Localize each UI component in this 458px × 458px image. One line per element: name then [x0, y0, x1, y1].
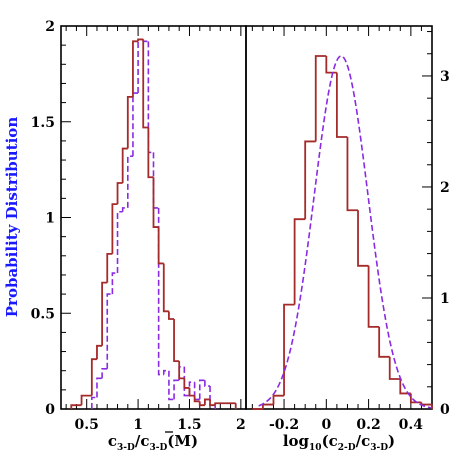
left-solid-bar [101, 281, 108, 346]
xlabel-open: (c [322, 432, 338, 450]
left-solid-bar [106, 252, 113, 283]
right-solid-bar [399, 379, 411, 395]
left-dashed-bar [198, 379, 205, 400]
xlabel-c: c [108, 432, 117, 450]
left-dashed-bar [168, 370, 175, 401]
left-solid-bar [147, 127, 154, 179]
left-solid-bar [126, 95, 133, 149]
xlabel-log: log [283, 432, 310, 450]
left-x-tick-label: 0.5 [75, 417, 99, 433]
left-dashed-bar [127, 155, 133, 208]
left-x-tick-label: 2 [236, 417, 246, 433]
left-solid-bar [162, 263, 169, 313]
right-solid-bar [388, 356, 401, 380]
right-ticks [251, 26, 432, 410]
xlabel-sub-2d: 2-D [338, 443, 356, 453]
left-x-tick-label: 1.5 [177, 417, 201, 433]
right-solid-bar [378, 326, 390, 358]
right-solid-bar [304, 140, 316, 220]
left-solid-bar [142, 39, 149, 129]
xlabel-close: ) [388, 432, 395, 450]
right-x-axis-title: log10(c2-D/c3-D) [283, 432, 395, 453]
left-dashed-bar [193, 382, 200, 401]
left-dashed-bar [106, 293, 113, 369]
left-solid-bar [111, 203, 118, 254]
left-dashed-bar [116, 210, 123, 274]
xlabel-slash: / [135, 432, 141, 450]
right-solid-bar [314, 55, 327, 142]
right-solid-bar [272, 394, 285, 405]
right-solid-bar [283, 303, 295, 396]
right-solid-bar [335, 72, 348, 138]
left-solid-bar [173, 318, 180, 363]
right-solid-bar [346, 137, 359, 212]
right-solid-bar [357, 210, 369, 267]
left-y-tick-label: 0.5 [31, 306, 55, 322]
left-solid-bar [193, 395, 200, 403]
left-dashed-bar [121, 207, 128, 212]
left-ticks [61, 25, 242, 410]
right-x-tick-label: 0 [321, 417, 331, 433]
left-solid-bar [203, 398, 211, 406]
left-solid-bar [80, 394, 92, 406]
xlabel-cbar: c [140, 432, 149, 450]
right-x-tick-label: -0.2 [269, 417, 299, 433]
right-plot-frame [245, 25, 433, 410]
left-dashed-bar [96, 377, 103, 398]
right-solid-bar [420, 402, 432, 406]
xlabel-sub-3d: 3-D [370, 443, 388, 453]
left-solid-bar [214, 402, 226, 406]
left-y-tick-label: 2 [45, 19, 55, 35]
right-y-tick-label: 0 [440, 402, 450, 418]
left-series [70, 38, 237, 409]
left-dashed-bar [101, 367, 108, 379]
left-dashed-bar [183, 366, 190, 397]
left-solid-bar [96, 344, 103, 360]
right-x-tick-label: 0.2 [356, 417, 380, 433]
y-axis-title: Probability Distribution [3, 117, 21, 318]
left-solid-bar [178, 361, 185, 380]
right-y-tick-label: 2 [440, 180, 450, 196]
left-y-tick-label: 1.5 [31, 115, 55, 131]
right-solid-bar [293, 218, 306, 305]
right-series [252, 55, 433, 410]
left-solid-bar [152, 177, 159, 228]
xlabel-log-sub: 10 [309, 443, 322, 453]
left-solid-bar [116, 182, 123, 205]
left-dashed-bar [132, 92, 139, 157]
left-dashed-bar [162, 369, 169, 375]
xlabel-sub2: 3-D [149, 443, 167, 453]
left-solid-bar [121, 147, 128, 184]
left-x-tick-label: 1 [133, 417, 143, 433]
left-solid-bar [198, 401, 205, 407]
left-dashed-bar [204, 380, 211, 387]
left-dashed-bar [111, 272, 118, 295]
left-solid-bar [90, 358, 97, 396]
right-solid-bar [409, 393, 422, 404]
left-solid-bar [137, 38, 144, 42]
right-gaussian-curve [258, 55, 433, 409]
left-solid-bar [168, 311, 175, 320]
left-solid-bar [183, 378, 190, 389]
right-y-tick-label: 1 [440, 291, 450, 307]
left-solid-bar [188, 387, 195, 397]
right-y-tick-label: 3 [440, 69, 450, 85]
left-solid-bar [209, 399, 216, 407]
xlabel-sub: 3-D [117, 443, 135, 453]
left-solid-bar [157, 227, 164, 265]
right-x-tick-label: 0.4 [399, 417, 424, 433]
left-dashed-bar [91, 396, 97, 409]
left-dashed-bar [173, 379, 180, 400]
left-x-axis-title: c3-D/c3-D(M) [108, 432, 198, 453]
left-y-tick-label: 1 [45, 211, 55, 227]
xlabel-tail: (M) [167, 432, 198, 450]
left-y-tick-label: 0 [45, 402, 55, 418]
left-solid-bar [132, 40, 139, 97]
left-solid-bar [70, 404, 82, 409]
xlabel-mid: /c [356, 432, 371, 450]
right-solid-bar [367, 265, 380, 328]
